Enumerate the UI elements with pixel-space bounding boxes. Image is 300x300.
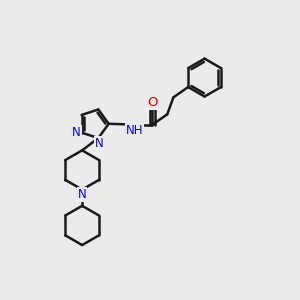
Text: O: O bbox=[148, 96, 158, 109]
Text: N: N bbox=[78, 188, 86, 201]
Text: NH: NH bbox=[125, 124, 143, 137]
Text: N: N bbox=[95, 136, 104, 150]
Text: N: N bbox=[72, 126, 81, 139]
